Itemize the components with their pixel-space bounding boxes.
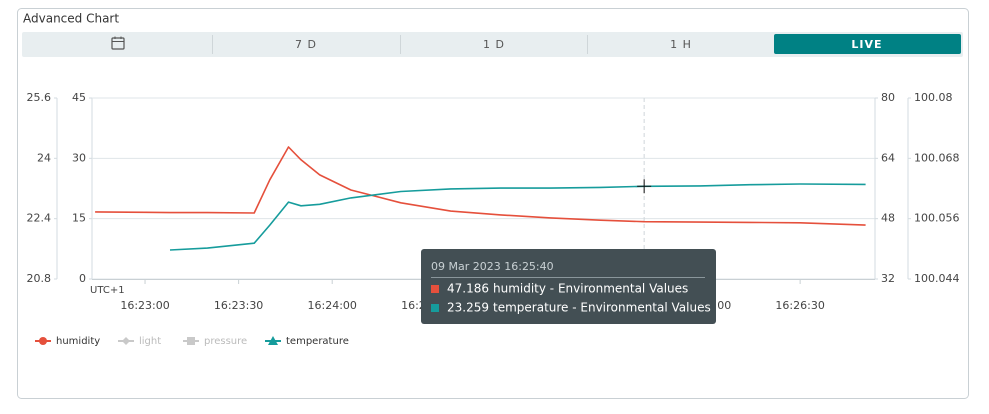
tab[interactable]: 7 D xyxy=(295,38,317,51)
live-tab-bg xyxy=(774,34,961,54)
x-tick-label: 16:24:00 xyxy=(308,299,357,312)
legend-item[interactable]: light xyxy=(118,336,161,347)
tooltip-swatch xyxy=(431,304,439,312)
tab[interactable]: 1 D xyxy=(483,38,505,51)
timezone: UTC+1 xyxy=(90,285,125,296)
x-tick-label: 16:23:30 xyxy=(214,299,263,312)
legend-label: pressure xyxy=(204,336,247,347)
x-tick-label: 16:26:30 xyxy=(775,299,824,312)
y-tick-label: 25.6 xyxy=(27,91,52,104)
tooltip-value: 47.186 xyxy=(447,282,489,296)
y-tick-label: 48 xyxy=(881,212,895,225)
tooltip-swatch xyxy=(431,285,439,293)
tooltip-value: 23.259 xyxy=(447,301,489,315)
y-tick-label: 80 xyxy=(881,91,895,104)
calendar-icon xyxy=(111,37,125,50)
y-tick-label: 20.8 xyxy=(27,272,52,285)
legend-marker xyxy=(39,337,47,345)
tab-active[interactable]: LIVE xyxy=(851,38,882,51)
x-tick-label: 16:23:00 xyxy=(120,299,169,312)
y-tick-label: 30 xyxy=(72,151,86,164)
legend-label: temperature xyxy=(286,336,349,347)
y-tick-label: 22.4 xyxy=(27,212,52,225)
y-tick-label: 100.044 xyxy=(914,272,960,285)
legend-item[interactable]: pressure xyxy=(183,336,247,347)
legend-item[interactable]: temperature xyxy=(265,336,349,347)
y-tick-label: 100.056 xyxy=(914,212,960,225)
tab[interactable]: 1 H xyxy=(670,38,692,51)
series-line xyxy=(169,183,866,251)
calendar-tab[interactable] xyxy=(111,36,125,50)
series-line xyxy=(95,146,866,226)
legend-marker xyxy=(268,336,278,345)
y-tick-label: 100.08 xyxy=(914,91,953,104)
legend-label: light xyxy=(139,336,161,347)
y-tick-label: 32 xyxy=(881,272,895,285)
legend-label: humidity xyxy=(56,336,100,347)
card xyxy=(17,8,969,399)
y-tick-label: 64 xyxy=(881,151,895,164)
y-tick-label: 45 xyxy=(72,91,86,104)
widget-title: Advanced Chart xyxy=(23,12,119,26)
y-tick-label: 24 xyxy=(37,151,51,164)
legend-marker xyxy=(122,337,130,345)
tooltip-label: temperature - Environmental Values xyxy=(493,301,711,315)
tooltip: 09 Mar 2023 16:25:40 47.186 humidity - Env… xyxy=(421,249,716,324)
tab-bar xyxy=(22,32,963,57)
y-tick-label: 15 xyxy=(72,212,86,225)
legend-marker xyxy=(187,337,195,345)
tooltip-bg xyxy=(421,249,716,324)
y-tick-label: 100.068 xyxy=(914,151,960,164)
y-tick-label: 0 xyxy=(79,272,86,285)
tooltip-title: 09 Mar 2023 16:25:40 xyxy=(431,260,554,273)
tooltip-label: humidity - Environmental Values xyxy=(493,282,688,296)
cursor xyxy=(637,179,652,194)
legend-item[interactable]: humidity xyxy=(35,336,100,347)
